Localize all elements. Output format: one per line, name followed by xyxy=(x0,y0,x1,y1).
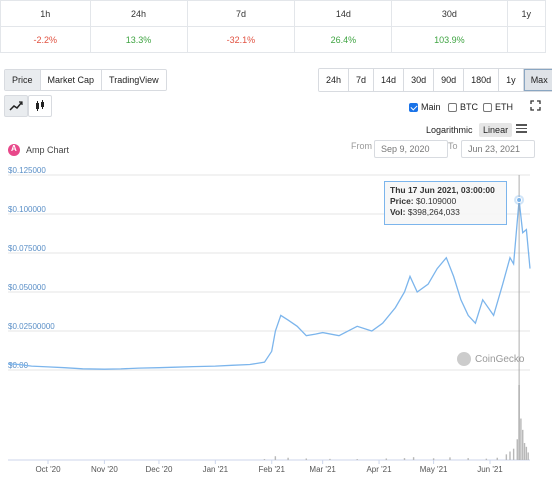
amp-logo-icon xyxy=(8,144,20,156)
x-tick-label: Jun '21 xyxy=(477,465,503,474)
tooltip-vol: $398,264,033 xyxy=(407,207,460,217)
period-change-1h: -2.2% xyxy=(0,26,91,53)
x-tick-label: Dec '20 xyxy=(146,465,173,474)
y-tick-label: $0.075000 xyxy=(8,244,46,253)
period-change-24h: 13.3% xyxy=(89,26,188,53)
range-button-7d[interactable]: 7d xyxy=(349,69,375,91)
volume-bar xyxy=(525,446,528,460)
tab-tradingview[interactable]: TradingView xyxy=(102,70,166,90)
tooltip-date: Thu 17 Jun 2021, 03:00:00 xyxy=(390,185,495,195)
eth-checkbox-label: ETH xyxy=(495,102,513,112)
x-tick-label: Jan '21 xyxy=(203,465,229,474)
volume-bar xyxy=(523,443,526,460)
volume-bar xyxy=(449,457,451,460)
main-checkbox-label: Main xyxy=(421,102,441,112)
x-tick-label: Apr '21 xyxy=(366,465,392,474)
candlestick-icon xyxy=(36,100,44,111)
tab-market-cap[interactable]: Market Cap xyxy=(40,70,103,90)
tooltip-price: $0.109000 xyxy=(416,196,457,206)
x-tick-label: Nov '20 xyxy=(91,465,118,474)
coingecko-logo-icon xyxy=(457,352,471,366)
line-chart-button[interactable] xyxy=(4,95,28,117)
y-tick-label: $0.125000 xyxy=(8,166,46,175)
btc-checkbox-label: BTC xyxy=(460,102,478,112)
range-button-30d[interactable]: 30d xyxy=(404,69,435,91)
scale-logarithmic[interactable]: Logarithmic xyxy=(426,125,473,135)
range-button-14d[interactable]: 14d xyxy=(374,69,405,91)
eth-checkbox[interactable]: ETH xyxy=(483,102,513,112)
volume-bar xyxy=(509,451,511,460)
y-tick-label: $0.100000 xyxy=(8,205,46,214)
volume-bar xyxy=(305,458,307,460)
volume-bar xyxy=(385,458,388,460)
x-tick-label: Oct '20 xyxy=(35,465,61,474)
period-label-30d: 30d xyxy=(391,0,508,27)
period-change-14d: 26.4% xyxy=(294,26,393,53)
x-tick-label: Mar '21 xyxy=(309,465,336,474)
x-tick-label: Feb '21 xyxy=(259,465,286,474)
range-button-1y[interactable]: 1y xyxy=(499,69,524,91)
range-button-90d[interactable]: 90d xyxy=(434,69,465,91)
scale-linear[interactable]: Linear xyxy=(479,123,513,137)
chart-title: Amp Chart xyxy=(8,144,69,156)
volume-bar xyxy=(356,459,358,460)
scale-toggle: Logarithmic Linear xyxy=(422,123,513,137)
volume-bar xyxy=(505,454,508,460)
fullscreen-button[interactable] xyxy=(527,97,543,113)
volume-bar xyxy=(512,448,515,460)
y-tick-label: $0.02500000 xyxy=(8,322,55,331)
from-label: From xyxy=(351,141,372,151)
volume-bar xyxy=(520,418,522,460)
volume-bar xyxy=(516,439,518,460)
coingecko-watermark: CoinGecko xyxy=(457,352,524,366)
y-tick-label: $0.00 xyxy=(8,361,29,370)
to-label: To xyxy=(448,141,458,151)
volume-bar xyxy=(329,458,331,460)
volume-bar xyxy=(485,458,488,460)
volume-bar xyxy=(527,452,529,460)
chart-tooltip: Thu 17 Jun 2021, 03:00:00 Price: $0.1090… xyxy=(384,181,507,225)
watermark-text: CoinGecko xyxy=(475,353,525,365)
expand-icon xyxy=(529,99,541,111)
from-date-input[interactable]: Sep 9, 2020 xyxy=(374,140,448,158)
range-button-180d[interactable]: 180d xyxy=(464,69,500,91)
price-series-line xyxy=(7,199,531,370)
x-tick-label: May '21 xyxy=(420,465,448,474)
volume-bar xyxy=(467,458,469,460)
checkbox-empty-icon xyxy=(448,102,457,112)
tooltip-vol-label: Vol: xyxy=(390,207,406,217)
volume-bar xyxy=(287,457,289,460)
to-date-input[interactable]: Jun 23, 2021 xyxy=(461,140,535,158)
volume-bar xyxy=(432,458,435,460)
period-change-30d: 103.9% xyxy=(391,26,508,53)
y-tick-label: $0.050000 xyxy=(8,283,46,292)
volume-bar xyxy=(263,459,266,460)
chart-type-tabs: Price Market Cap TradingView xyxy=(4,69,167,91)
volume-bar xyxy=(496,457,498,460)
checkbox-checked-icon xyxy=(409,102,418,112)
main-checkbox[interactable]: Main xyxy=(409,102,441,112)
menu-icon xyxy=(516,124,527,126)
checkbox-empty-icon xyxy=(483,102,492,112)
price-change-table: 1h 24h 7d 14d 30d 1y -2.2% 13.3% -32.1% 26.4% 103… xyxy=(0,0,547,53)
chart-title-text: Amp Chart xyxy=(26,145,70,155)
btc-checkbox[interactable]: BTC xyxy=(448,102,478,112)
period-change-1y xyxy=(506,26,547,53)
volume-bar xyxy=(274,456,277,460)
period-label-1y: 1y xyxy=(506,0,547,27)
volume-bar xyxy=(403,458,406,460)
volume-bar xyxy=(522,429,524,460)
tab-price[interactable]: Price xyxy=(5,70,41,90)
range-buttons: 24h 7d 14d 30d 90d 180d 1y Max xyxy=(318,68,552,92)
volume-bar xyxy=(412,457,415,460)
candlestick-button[interactable] xyxy=(28,95,52,117)
chart-menu-button[interactable] xyxy=(516,124,527,133)
line-chart-icon xyxy=(9,101,23,111)
tooltip-price-label: Price: xyxy=(390,196,414,206)
hover-point xyxy=(516,196,523,203)
range-button-max[interactable]: Max xyxy=(523,69,552,91)
range-button-24h[interactable]: 24h xyxy=(319,69,350,91)
